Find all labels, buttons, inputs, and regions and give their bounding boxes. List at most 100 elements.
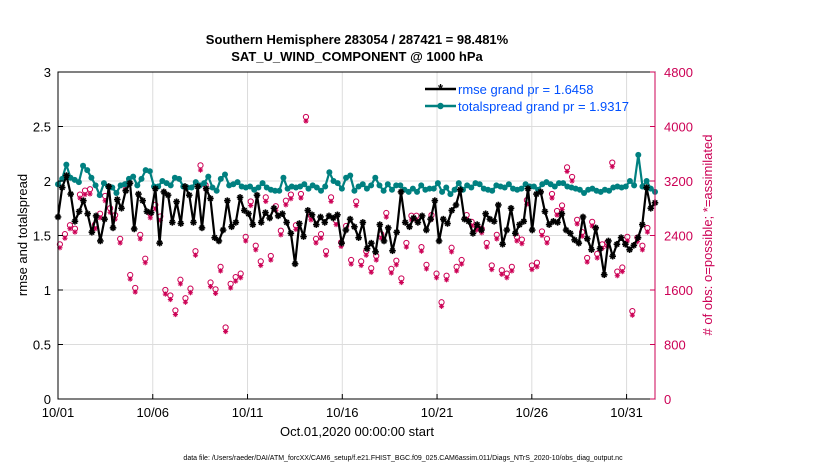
obs-assimilated-point	[644, 229, 651, 235]
rmse-point	[439, 215, 447, 223]
totalspread-point	[75, 179, 82, 186]
rmse-point	[583, 235, 591, 243]
rmse-point	[169, 219, 176, 226]
chart-title: Southern Hemisphere 283054 / 287421 = 98…	[206, 32, 509, 47]
y-tick-label-left: 3	[44, 65, 51, 80]
obs-assimilated-point	[308, 217, 314, 223]
obs-assimilated-point	[448, 249, 455, 255]
obs-assimilated-point	[293, 226, 299, 232]
rmse-point	[84, 210, 91, 217]
rmse-point	[152, 185, 159, 192]
rmse-point	[427, 215, 434, 223]
rmse-point	[558, 210, 566, 217]
rmse-point	[613, 240, 621, 248]
totalspread-point	[501, 184, 508, 191]
obs-assimilated-point	[253, 247, 259, 253]
x-axis-label: Oct.01,2020 00:00:00 start	[280, 424, 434, 439]
rmse-point	[575, 239, 583, 247]
totalspread-point	[393, 182, 400, 189]
x-tick-label: 10/01	[42, 405, 75, 420]
y-tick-label-right: 3200	[664, 174, 693, 189]
totalspread-point	[434, 180, 441, 187]
obs-assimilated-point	[82, 192, 88, 198]
totalspread-point	[372, 174, 379, 181]
totalspread-point	[397, 182, 404, 189]
rmse-point	[516, 221, 523, 228]
obs-assimilated-point	[418, 248, 425, 254]
legend: * rmse grand pr = 1.6458 totalspread gra…	[425, 81, 629, 114]
obs-assimilated-point	[313, 240, 319, 246]
obs-assimilated-point	[288, 196, 294, 202]
rmse-point	[638, 221, 646, 228]
rmse-point	[232, 219, 240, 226]
rmse-point	[312, 221, 320, 228]
totalspread-point	[334, 180, 341, 187]
rmse-point	[185, 191, 193, 199]
totalspread-point	[318, 187, 325, 194]
rmse-point	[118, 204, 125, 212]
obs-assimilated-point	[574, 221, 580, 227]
rmse-point	[469, 230, 477, 237]
y-tick-label-left: 2.5	[33, 120, 51, 135]
rmse-point	[97, 237, 104, 245]
line-layer	[54, 151, 659, 279]
rmse-point	[105, 183, 113, 190]
rmse-point	[482, 210, 489, 217]
rmse-point	[177, 220, 185, 227]
rmse-point	[351, 223, 358, 231]
rmse-point	[368, 239, 375, 247]
rmse-point	[190, 219, 197, 226]
rmse-point	[609, 252, 616, 260]
totalspread-point	[643, 178, 650, 184]
obs-assimilated-point	[619, 269, 625, 275]
obs-assimilated-point	[172, 311, 178, 318]
obs-assimilated-point	[137, 236, 143, 242]
legend-marker-totalspread	[437, 102, 444, 110]
obs-assimilated-point	[549, 195, 555, 201]
rmse-point	[156, 239, 163, 247]
obs-assimilated-point	[383, 214, 389, 220]
totalspread-point	[430, 185, 437, 192]
totalspread-point	[576, 186, 583, 193]
obs-assimilated-point	[268, 257, 274, 263]
rmse-point	[63, 172, 70, 179]
totalspread-point	[213, 187, 220, 194]
y-axis-label-left: rmse and totalspread	[15, 174, 30, 296]
obs-assimilated-point	[614, 273, 620, 279]
rmse-point	[126, 179, 134, 187]
y-tick-label-left: 2	[44, 174, 51, 189]
footer-note: data file: /Users/raeder/DAI/ATM_forcXX/…	[183, 455, 623, 462]
totalspread-point	[188, 184, 195, 191]
obs-assimilated-point	[499, 271, 505, 277]
obs-assimilated-point	[529, 266, 535, 273]
obs-assimilated-point	[639, 247, 645, 253]
totalspread-point	[530, 183, 537, 190]
totalspread-point	[351, 187, 358, 194]
rmse-point	[465, 218, 473, 225]
obs-assimilated-point	[564, 168, 570, 175]
obs-assimilated-point	[333, 222, 339, 228]
obs-assimilated-point	[393, 262, 399, 268]
totalspread-point	[384, 181, 391, 188]
obs-assimilated-point	[303, 118, 309, 124]
obs-assimilated-point	[298, 195, 304, 201]
totalspread-point	[100, 180, 107, 187]
rmse-point	[236, 194, 244, 201]
totalspread-point	[301, 181, 308, 188]
rmse-point	[588, 246, 595, 253]
y-tick-label-left: 0	[44, 392, 51, 407]
totalspread-point	[209, 184, 216, 191]
obs-assimilated-point	[278, 232, 284, 238]
rmse-point	[410, 214, 417, 222]
rmse-point	[423, 226, 430, 234]
totalspread-point	[363, 185, 370, 192]
totalspread-point	[326, 169, 333, 176]
obs-assimilated-point	[509, 268, 515, 274]
obs-assimilated-point	[132, 289, 138, 295]
obs-assimilated-point	[539, 232, 545, 239]
rmse-point	[287, 230, 295, 237]
obs-assimilated-point	[544, 240, 550, 246]
totalspread-point	[313, 184, 320, 191]
totalspread-point	[255, 184, 262, 191]
obs-assimilated-point	[117, 240, 123, 246]
